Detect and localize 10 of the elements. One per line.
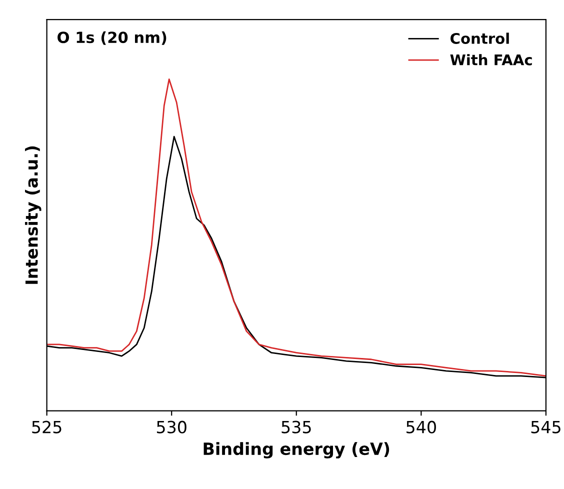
y-axis-title: Intensity (a.u.) <box>24 146 42 284</box>
x-tick-label: 530 <box>156 420 186 434</box>
x-tick-label: 535 <box>282 420 311 434</box>
legend-label: With FAAc <box>450 54 532 66</box>
x-tick-label: 545 <box>531 420 560 434</box>
x-tick-label: 525 <box>32 420 62 434</box>
x-tick-label: 540 <box>406 420 436 434</box>
text: O 1s (20 nm) <box>58 31 166 45</box>
legend-label: Control <box>450 32 509 44</box>
x-axis-title: Binding energy (eV) <box>204 442 390 458</box>
